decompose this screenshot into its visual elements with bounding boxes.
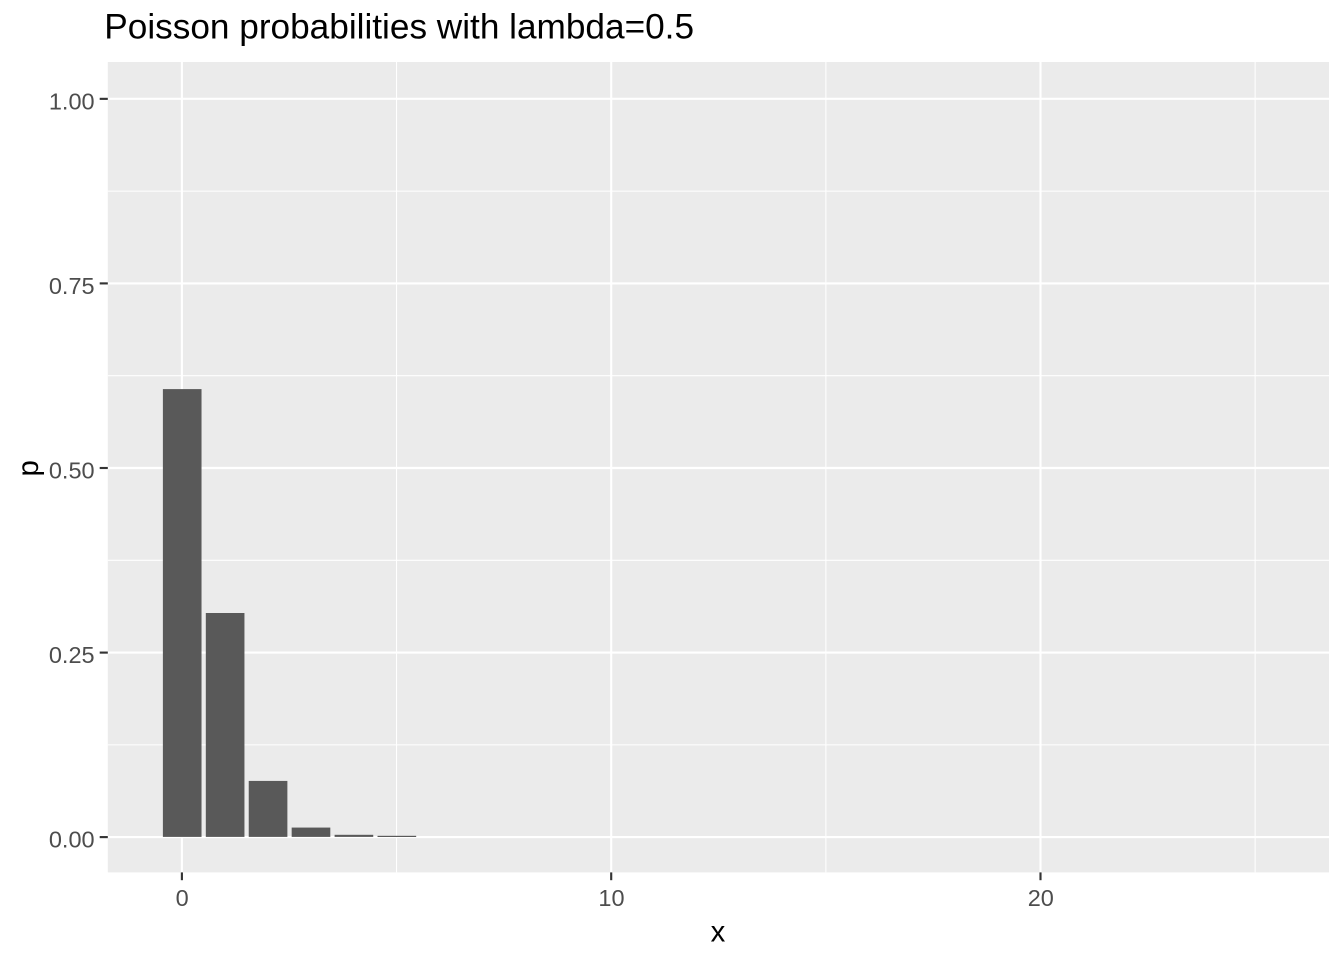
svg-text:0.50: 0.50 xyxy=(49,457,95,483)
svg-text:10: 10 xyxy=(598,885,624,911)
svg-text:20: 20 xyxy=(1028,885,1054,911)
svg-text:0.00: 0.00 xyxy=(49,827,95,853)
svg-text:p: p xyxy=(12,460,45,476)
svg-text:0.25: 0.25 xyxy=(49,642,95,668)
svg-text:0.75: 0.75 xyxy=(49,273,95,299)
svg-text:x: x xyxy=(711,915,726,948)
svg-text:0: 0 xyxy=(176,885,189,911)
svg-text:Poisson probabilities with lam: Poisson probabilities with lambda=0.5 xyxy=(104,8,694,47)
svg-text:1.00: 1.00 xyxy=(49,88,95,114)
